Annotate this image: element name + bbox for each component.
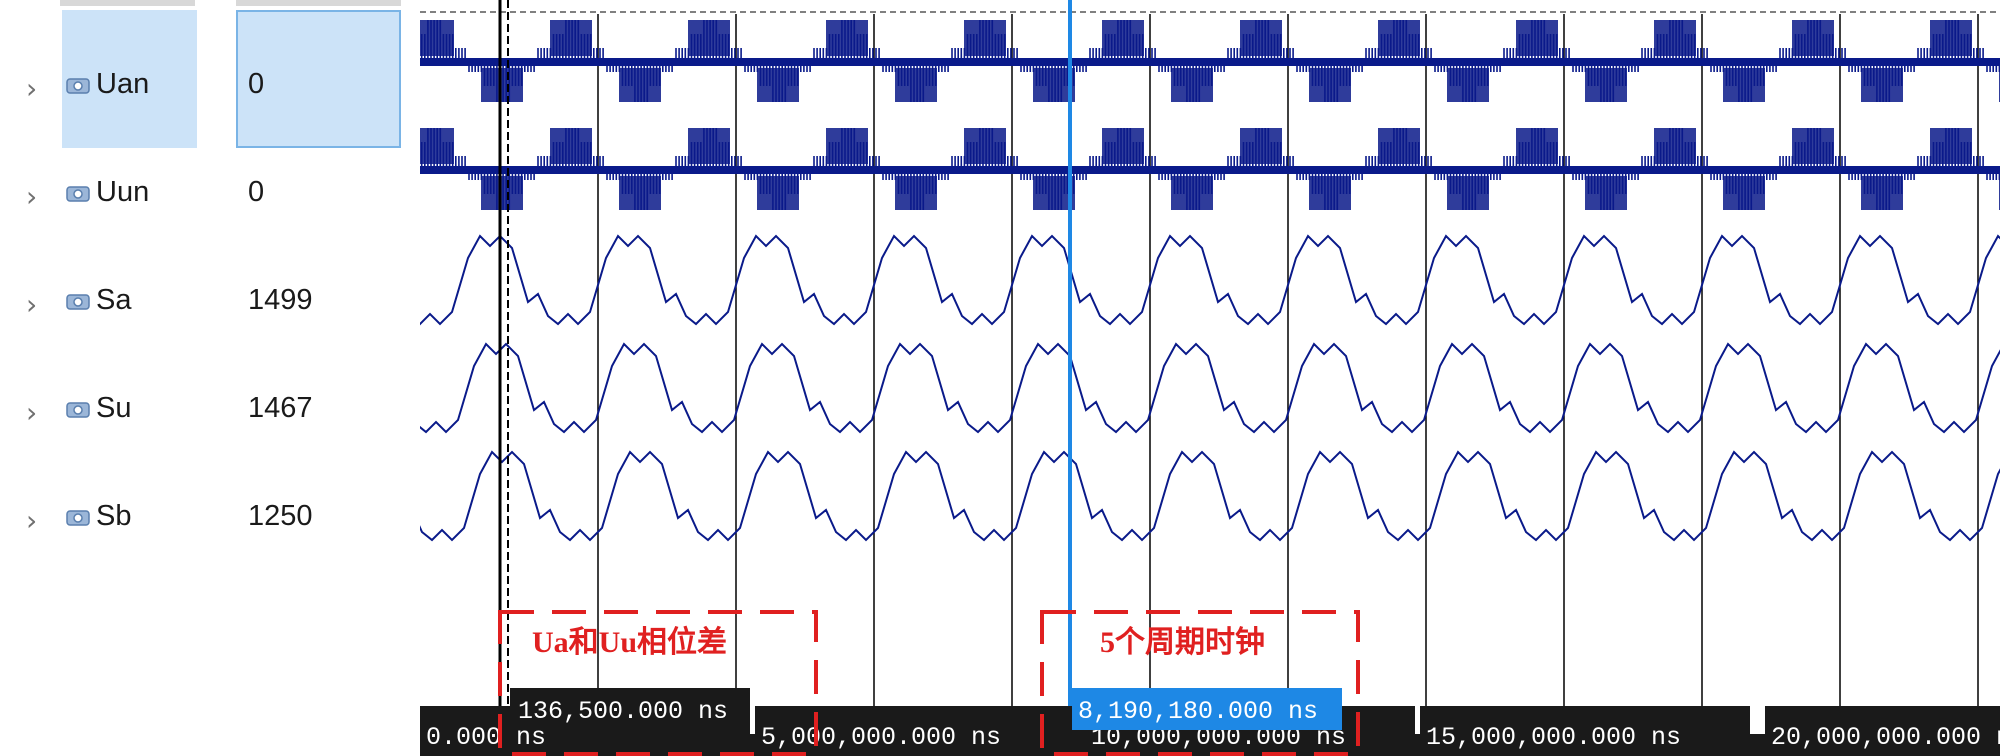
bus-signal-icon (66, 294, 90, 310)
main-cursor-label-box (1072, 688, 1342, 730)
values-column-header[interactable] (236, 0, 401, 6)
bus-signal-icon (66, 510, 90, 526)
signal-row-uan[interactable]: › Uan 0 (0, 58, 420, 118)
selected-value-cell[interactable] (236, 10, 401, 148)
time-axis-tick-box (1420, 706, 1750, 752)
chevron-right-icon[interactable]: › (26, 180, 38, 213)
time-axis-tick-box (1765, 706, 2000, 752)
time-axis-tick-label: 5,000,000.000 ns (761, 723, 1001, 752)
chevron-right-icon[interactable]: › (26, 288, 38, 321)
signal-value: 1467 (248, 392, 313, 424)
chevron-right-icon[interactable]: › (26, 72, 38, 105)
five-clocks-annotation: 5个周期时钟 (1100, 626, 1265, 659)
time-axis-tick-box (755, 706, 1085, 752)
signal-row-sa[interactable]: › Sa 1499 (0, 274, 420, 334)
bus-signal-icon (66, 186, 90, 202)
bus-signal-icon (66, 78, 90, 94)
signal-name: Su (96, 392, 132, 424)
analog-wave (420, 234, 2000, 326)
left-cursor-time-label: 136,500.000 ns (518, 697, 728, 726)
time-axis-tick-label: 15,000,000.000 ns (1426, 723, 1681, 752)
signal-value: 0 (248, 68, 265, 100)
signal-row-su[interactable]: › Su 1467 (0, 382, 420, 442)
time-gridlines (597, 14, 1979, 734)
chevron-right-icon[interactable]: › (26, 504, 38, 537)
digital-wave (420, 20, 2000, 102)
chevron-right-icon[interactable]: › (26, 396, 38, 429)
analog-wave (420, 342, 2000, 434)
phase-difference-annotation-box (498, 610, 818, 756)
signal-value: 1499 (248, 284, 313, 316)
digital-waveforms (420, 20, 2000, 210)
main-cursor-time-label: 8,190,180.000 ns (1078, 697, 1318, 726)
signal-names-panel (0, 0, 215, 756)
left-cursor-label-box (510, 688, 750, 730)
time-axis-tick-label: 20,000,000.000 ns (1771, 723, 2000, 752)
analog-wave (420, 450, 2000, 542)
signal-name: Uun (96, 176, 150, 208)
signal-row-uun[interactable]: › Uun 0 (0, 166, 420, 226)
digital-wave (420, 128, 2000, 210)
analog-waveforms (420, 234, 2000, 729)
signal-value: 0 (248, 176, 265, 208)
waveform-panel[interactable]: 0.000 ns 5,000,000.000 ns 10,000,000.000 n… (420, 0, 2000, 756)
names-column-header[interactable] (60, 0, 195, 6)
signal-name: Uan (96, 68, 150, 100)
bus-signal-icon (66, 402, 90, 418)
signal-row-sb[interactable]: › Sb 1250 (0, 490, 420, 550)
signal-name: Sb (96, 500, 132, 532)
five-clocks-annotation-box (1040, 610, 1360, 756)
phase-difference-annotation: Ua和Uu相位差 (532, 625, 727, 659)
signal-name: Sa (96, 284, 132, 316)
signal-value: 1250 (248, 500, 313, 532)
